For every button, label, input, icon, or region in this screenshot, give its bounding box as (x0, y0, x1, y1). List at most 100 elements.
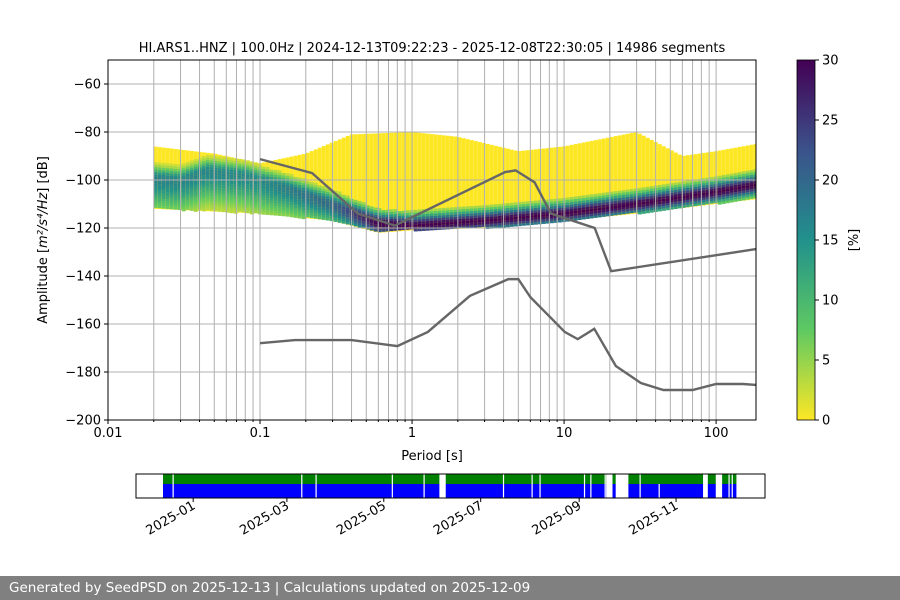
psd-cell (693, 193, 698, 197)
psd-cell (465, 213, 470, 217)
psd-cell (485, 214, 490, 218)
psd-cell (213, 179, 218, 183)
y-tick-label: −140 (65, 270, 101, 285)
psd-cell (453, 209, 458, 213)
psd-cell (161, 182, 166, 185)
psd-cell (293, 205, 298, 209)
psd-cell (401, 225, 406, 228)
psd-cell (517, 202, 522, 205)
psd-cell (581, 214, 586, 218)
psd-cell (697, 195, 702, 199)
psd-cell (437, 208, 442, 211)
psd-cell (329, 204, 334, 207)
psd-cell (709, 186, 714, 190)
psd-cell (277, 172, 282, 176)
psd-cell (449, 221, 454, 225)
psd-cell (233, 182, 238, 185)
psd-cell (665, 195, 670, 199)
psd-cell (525, 203, 530, 207)
psd-cell (641, 189, 646, 193)
psd-cell (725, 195, 730, 199)
psd-cell (533, 200, 538, 204)
psd-cell (669, 185, 674, 188)
coverage-frame (135, 473, 766, 499)
psd-cell (341, 194, 346, 198)
psd-cell (709, 201, 714, 204)
psd-cell (229, 210, 234, 214)
x-tick-label: 10 (556, 426, 573, 441)
psd-column (633, 132, 638, 214)
psd-cell (161, 203, 166, 207)
psd-cell (541, 209, 546, 212)
coverage-gap (658, 484, 660, 498)
psd-cell (573, 203, 578, 207)
psd-cell (209, 196, 214, 199)
psd-cell (305, 207, 310, 211)
psd-cell (393, 228, 398, 231)
psd-cell (437, 215, 442, 218)
psd-cell (429, 213, 434, 216)
psd-cell (749, 186, 754, 190)
psd-cell (689, 194, 694, 197)
psd-cell (513, 219, 518, 222)
psd-cell (505, 203, 510, 206)
psd-cell (585, 194, 590, 198)
psd-cell (225, 169, 230, 172)
psd-column (489, 144, 494, 228)
psd-cell (269, 188, 274, 192)
psd-cell (177, 190, 182, 194)
psd-cell (173, 199, 178, 203)
psd-column (629, 132, 634, 215)
psd-cell (417, 214, 422, 217)
psd-cell (525, 222, 530, 226)
psd-cell (521, 218, 526, 221)
psd-cell (449, 216, 454, 220)
psd-cell (265, 166, 270, 170)
psd-cell (725, 191, 730, 194)
psd-cell (585, 202, 590, 205)
psd-cell (377, 208, 382, 211)
psd-column (617, 135, 622, 216)
psd-cell (625, 196, 630, 200)
psd-cell (493, 220, 498, 224)
psd-cell (361, 206, 366, 210)
psd-column (393, 132, 398, 232)
psd-cell (273, 172, 278, 175)
psd-cell (565, 207, 570, 210)
psd-cell (557, 210, 562, 213)
psd-cell (589, 213, 594, 217)
psd-cell (353, 204, 358, 208)
psd-cell (405, 210, 410, 213)
coverage-gap (539, 474, 541, 498)
psd-cell (665, 205, 670, 208)
psd-cell (517, 223, 522, 227)
psd-cell (481, 207, 486, 211)
psd-cell (569, 206, 574, 210)
psd-cell (273, 179, 278, 183)
psd-cell (289, 176, 294, 179)
psd-cell (281, 201, 286, 205)
psd-cell (237, 180, 242, 184)
psd-cell (305, 210, 310, 213)
psd-cell (737, 196, 742, 199)
psd-cell (709, 189, 714, 192)
psd-cell (593, 203, 598, 206)
psd-cell (201, 184, 206, 188)
psd-cell (213, 165, 218, 168)
psd-cell (289, 197, 294, 201)
psd-cell (161, 162, 166, 166)
psd-cell (421, 226, 426, 229)
psd-cell (413, 219, 418, 222)
psd-cell (465, 218, 470, 221)
psd-cell (269, 203, 274, 206)
psd-cell (233, 196, 238, 200)
psd-cell (233, 184, 238, 188)
psd-cell (189, 181, 194, 185)
psd-cell (573, 213, 578, 216)
psd-cell (749, 193, 754, 197)
psd-cell (209, 160, 214, 163)
psd-cell (361, 216, 366, 219)
psd-cell (297, 177, 302, 181)
psd-cell (681, 181, 686, 184)
psd-cell (473, 222, 478, 226)
